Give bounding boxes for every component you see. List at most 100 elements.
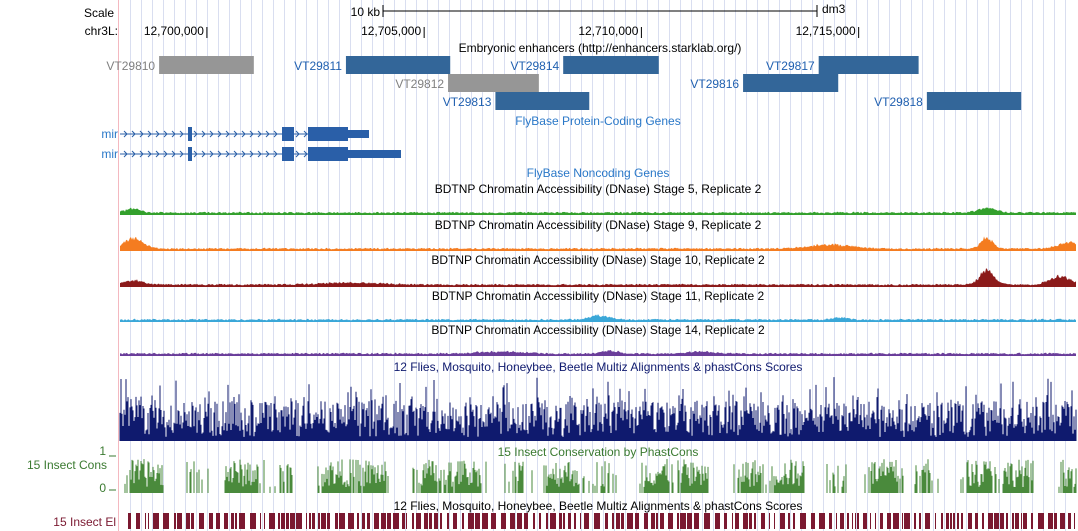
conserved-element[interactable]: [788, 513, 790, 529]
conserved-element[interactable]: [327, 513, 330, 529]
conserved-element[interactable]: [584, 513, 589, 529]
conserved-element[interactable]: [1074, 513, 1075, 529]
conserved-element[interactable]: [605, 513, 608, 529]
conserved-element[interactable]: [286, 513, 289, 529]
conserved-element[interactable]: [199, 513, 204, 529]
conserved-element[interactable]: [946, 513, 949, 529]
enhancer-vt29818[interactable]: VT29818: [874, 92, 1022, 110]
conserved-element[interactable]: [724, 513, 727, 529]
conserved-element[interactable]: [406, 513, 407, 529]
enhancer-box[interactable]: [563, 56, 659, 74]
enhancer-label[interactable]: VT29810: [106, 59, 155, 73]
conserved-element[interactable]: [153, 513, 159, 529]
conserved-element[interactable]: [402, 513, 405, 529]
enhancer-vt29810[interactable]: VT29810: [106, 56, 254, 74]
transcript-label-2[interactable]: mir: [101, 147, 118, 161]
conserved-element[interactable]: [362, 513, 365, 529]
conserved-element[interactable]: [296, 513, 302, 529]
conserved-element[interactable]: [281, 513, 285, 529]
conserved-element[interactable]: [216, 513, 220, 529]
conserved-element[interactable]: [517, 513, 522, 529]
conserved-element[interactable]: [1021, 513, 1022, 529]
conserved-element[interactable]: [231, 513, 234, 529]
conserved-element[interactable]: [482, 513, 488, 529]
conserved-element[interactable]: [774, 513, 775, 529]
enhancer-box[interactable]: [159, 56, 254, 74]
conserved-element[interactable]: [694, 513, 699, 529]
conserved-element[interactable]: [887, 513, 891, 529]
conserved-element[interactable]: [687, 513, 692, 529]
conserved-element[interactable]: [290, 513, 295, 529]
dnase-tracks[interactable]: BDTNP Chromatin Accessibility (DNase) St…: [120, 182, 1076, 356]
conserved-element[interactable]: [447, 513, 449, 529]
enhancer-vt29817[interactable]: VT29817: [766, 56, 919, 74]
conserved-element[interactable]: [968, 513, 972, 529]
conserved-element[interactable]: [644, 513, 648, 529]
conserved-element[interactable]: [524, 513, 528, 529]
conserved-element[interactable]: [836, 513, 837, 529]
conserved-element[interactable]: [627, 513, 633, 529]
conserved-element[interactable]: [559, 513, 562, 529]
enhancer-box[interactable]: [448, 74, 539, 92]
conserved-element[interactable]: [819, 513, 825, 529]
conserved-element[interactable]: [975, 513, 978, 529]
conserved-element[interactable]: [1000, 513, 1004, 529]
conserved-element[interactable]: [935, 513, 936, 529]
conserved-element[interactable]: [546, 513, 548, 529]
enhancer-label[interactable]: VT29811: [294, 59, 342, 73]
conserved-element[interactable]: [754, 513, 756, 529]
protein-coding-genes-track[interactable]: FlyBase Protein-Coding Genes mir mir: [101, 114, 681, 161]
conserved-element[interactable]: [128, 513, 131, 529]
conserved-element[interactable]: [145, 513, 146, 529]
conserved-element[interactable]: [829, 513, 832, 529]
conserved-element[interactable]: [568, 513, 571, 529]
conserved-element[interactable]: [306, 513, 307, 529]
conserved-element[interactable]: [1060, 513, 1065, 529]
cons-left-label[interactable]: 15 Insect Cons: [27, 458, 107, 472]
conserved-element[interactable]: [260, 513, 261, 529]
conserved-element[interactable]: [312, 513, 315, 529]
conserved-element[interactable]: [660, 513, 664, 529]
multiz-track[interactable]: 12 Flies, Mosquito, Honeybee, Beetle Mul…: [119, 360, 1077, 441]
conserved-element[interactable]: [1015, 513, 1019, 529]
conserved-element[interactable]: [416, 513, 421, 529]
conserved-element[interactable]: [367, 513, 370, 529]
conserved-element[interactable]: [309, 513, 311, 529]
conserved-element[interactable]: [278, 513, 280, 529]
conserved-element[interactable]: [381, 513, 386, 529]
conserved-element[interactable]: [563, 513, 565, 529]
conserved-element[interactable]: [743, 513, 748, 529]
conserved-element[interactable]: [953, 513, 955, 529]
conserved-element[interactable]: [424, 513, 428, 529]
enhancer-label[interactable]: VT29818: [874, 95, 923, 109]
conserved-element[interactable]: [847, 513, 849, 529]
conserved-element[interactable]: [1054, 513, 1057, 529]
conserved-element[interactable]: [616, 513, 620, 529]
conserved-element[interactable]: [462, 513, 464, 529]
transcript-label-1[interactable]: mir: [101, 127, 118, 141]
conserved-element[interactable]: [870, 513, 871, 529]
conserved-element[interactable]: [235, 513, 237, 529]
conserved-element[interactable]: [580, 513, 581, 529]
conserved-element[interactable]: [875, 513, 876, 529]
conserved-element[interactable]: [321, 513, 326, 529]
gene-model-2[interactable]: [120, 147, 401, 161]
conserved-element[interactable]: [668, 513, 673, 529]
conserved-element[interactable]: [357, 513, 359, 529]
conserved-element[interactable]: [475, 513, 480, 529]
conserved-element[interactable]: [412, 513, 414, 529]
conserved-element[interactable]: [715, 513, 720, 529]
conserved-element[interactable]: [852, 513, 853, 529]
conserved-element[interactable]: [704, 513, 710, 529]
conserved-element[interactable]: [177, 513, 182, 529]
enhancer-label[interactable]: VT29812: [395, 77, 444, 91]
conserved-element[interactable]: [735, 513, 739, 529]
conserved-element[interactable]: [957, 513, 959, 529]
conserved-element[interactable]: [209, 513, 213, 529]
conserved-element[interactable]: [1023, 513, 1027, 529]
enhancer-box[interactable]: [495, 92, 590, 110]
enhancer-box[interactable]: [818, 56, 919, 74]
conserved-element[interactable]: [863, 513, 867, 529]
conserved-element[interactable]: [539, 513, 541, 529]
conserved-element[interactable]: [453, 513, 457, 529]
